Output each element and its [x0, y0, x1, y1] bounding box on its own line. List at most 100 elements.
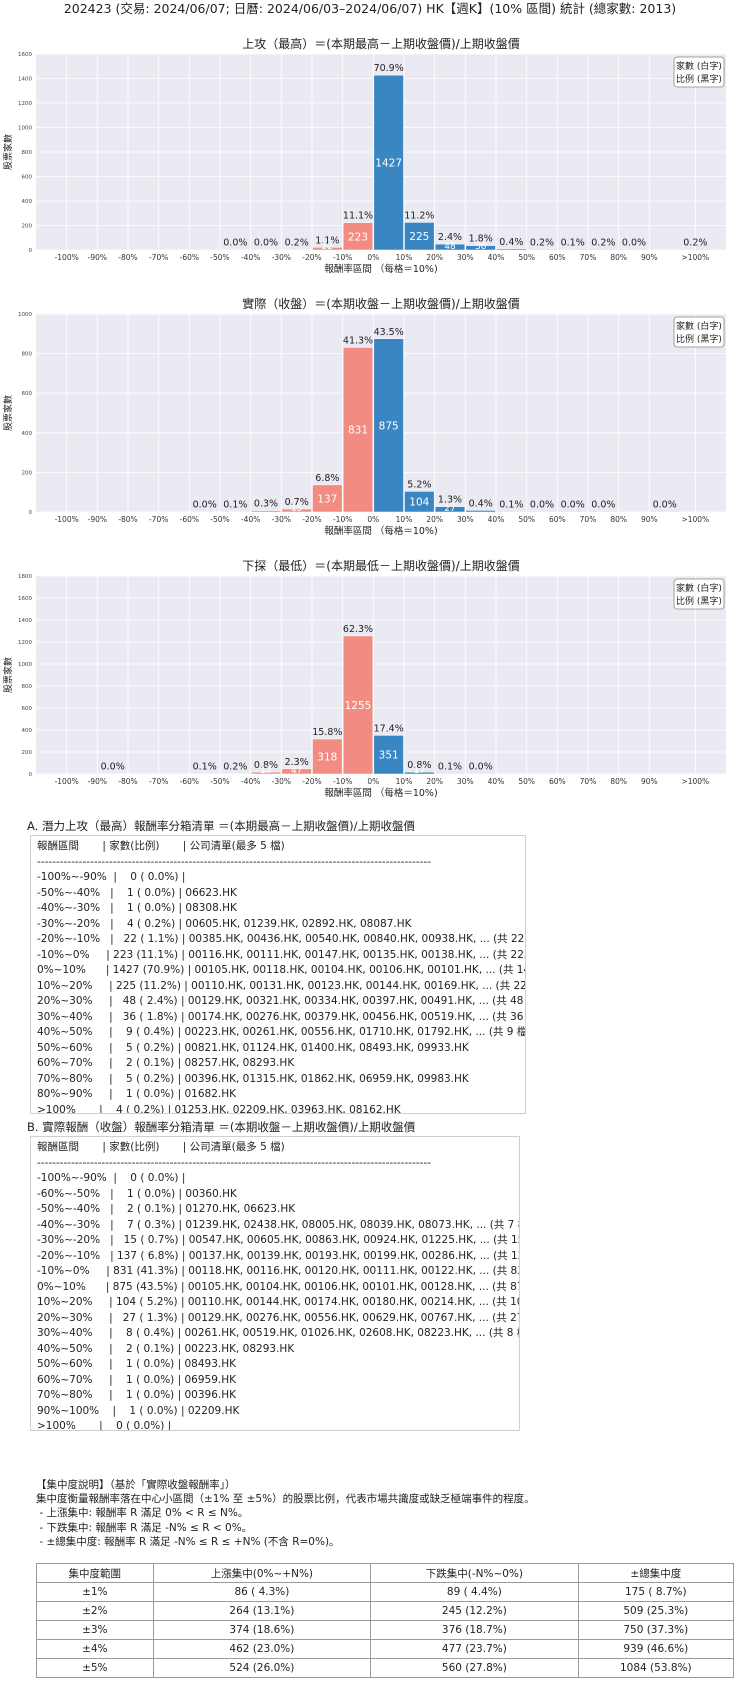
x-tick-label: 0%: [367, 253, 379, 262]
bar-percent-label: 0.0%: [530, 499, 554, 510]
list-item: 40%~50% | 2 ( 0.1%) | 00223.HK, 08293.HK: [37, 1342, 295, 1355]
bar-percent-label: 0.0%: [254, 237, 278, 248]
concentration-line: - ±總集中度: 報酬率 R 滿足 -N% ≤ R ≤ +N% (不含 R=0%…: [36, 1535, 340, 1548]
bar-count-label: 351: [379, 750, 399, 762]
chart-title: 上攻（最高）＝(本期最高－上期收盤價)/上期收盤價: [242, 36, 519, 51]
bar: [312, 247, 343, 251]
bar: [465, 773, 496, 775]
table-header-row: 集中度範圍 上漲集中(0%~+N%) 下跌集中(-N%~0%) ±總集中度: [36, 1563, 735, 1583]
list-item: 80%~90% | 1 ( 0.0%) | 01682.HK: [37, 1088, 237, 1100]
x-tick-label: -100%: [55, 253, 79, 262]
x-tick-label: 60%: [549, 777, 566, 786]
list-item: 50%~60% | 5 ( 0.2%) | 00821.HK, 01124.HK…: [37, 1041, 469, 1054]
bar-percent-label: 0.1%: [193, 761, 217, 772]
x-tick-label: 50%: [518, 515, 535, 524]
y-tick-label: 600: [22, 706, 33, 712]
list-item: 70%~80% | 5 ( 0.2%) | 00396.HK, 01315.HK…: [37, 1072, 469, 1085]
x-tick-label: 70%: [580, 777, 597, 786]
list-header: 報酬區間 | 家數(比例) | 公司清單(最多 5 檔): [37, 1141, 285, 1153]
bar-percent-label: 0.4%: [469, 498, 493, 509]
bar: [649, 511, 680, 513]
x-tick-label: 10%: [396, 515, 413, 524]
list-item: 0%~10% | 1427 (70.9%) | 00105.HK, 00118.…: [37, 964, 526, 976]
list-item: -50%~-40% | 2 ( 0.1%) | 01270.HK, 06623.…: [37, 1203, 296, 1215]
concentration-title: 【集中度說明】（基於「實際收盤報酬率」）: [36, 1479, 236, 1491]
y-tick-label: 400: [22, 728, 33, 734]
y-axis-label: 股票家數: [2, 134, 14, 170]
list-item: -100%~-90% | 0 ( 0.0%) |: [37, 1172, 186, 1184]
list-item: 50%~60% | 1 ( 0.0%) | 08493.HK: [37, 1358, 237, 1370]
bar: [281, 249, 312, 251]
x-tick-label: 40%: [488, 777, 505, 786]
table-row: ±4% 462 (23.0%) 477 (23.7%) 939 (46.6%): [36, 1639, 735, 1659]
bar: [189, 773, 220, 775]
x-tick-label: -10%: [333, 777, 352, 786]
x-tick-label: -100%: [55, 777, 79, 786]
bar-percent-label: 43.5%: [374, 327, 404, 338]
y-tick-label: 1200: [18, 101, 32, 107]
bar-percent-label: 0.1%: [561, 237, 585, 248]
list-item: -60%~-50% | 1 ( 0.0%) | 00360.HK: [37, 1187, 237, 1200]
list-item: 60%~70% | 1 ( 0.0%) | 06959.HK: [37, 1373, 237, 1386]
x-tick-label: -80%: [118, 253, 137, 262]
legend-entry: 家數 (白字): [676, 320, 722, 332]
table-cell: 86 ( 4.3%): [152, 1582, 372, 1602]
x-tick-label: -60%: [180, 253, 199, 262]
list-b-box: 報酬區間 | 家數(比例) | 公司清單(最多 5 檔) ------------…: [30, 1136, 520, 1431]
bar: [373, 74, 404, 251]
x-tick-label: -70%: [149, 253, 168, 262]
x-tick-label: -20%: [302, 515, 321, 524]
bar-percent-label: 0.2%: [530, 237, 554, 248]
bar: [618, 249, 650, 251]
bar: [220, 249, 251, 251]
x-tick-label: -90%: [88, 777, 107, 786]
table-cell: 477 (23.7%): [370, 1639, 579, 1659]
y-tick-label: 1600: [18, 596, 32, 602]
x-tick-label: 70%: [580, 515, 597, 524]
y-tick-label: 600: [22, 391, 33, 397]
table-cell: 376 (18.7%): [370, 1620, 579, 1640]
x-tick-label: 0%: [367, 777, 379, 786]
bar: [434, 243, 466, 251]
list-item: 30%~40% | 8 ( 0.4%) | 00261.HK, 00519.HK…: [37, 1327, 520, 1339]
chart-actual-close: 實際（收盤）＝(本期收盤－上期收盤價)/上期收盤價 0 200 400 600 800 10…: [2, 296, 726, 537]
concentration-explanation: 【集中度說明】（基於「實際收盤報酬率」） 集中度衡量報酬率落在中心小區間（±1%…: [36, 1478, 716, 1549]
bar-percent-label: 0.2%: [591, 237, 615, 248]
bar-percent-label: 0.0%: [469, 761, 493, 772]
x-tick-label: -70%: [149, 515, 168, 524]
x-tick-label: -80%: [118, 515, 137, 524]
list-item: >100% | 0 ( 0.0%) |: [37, 1420, 172, 1431]
x-tick-label: -100%: [55, 515, 79, 524]
bar-count-label: 36: [475, 242, 487, 252]
x-tick-label: 30%: [457, 515, 474, 524]
bar: [465, 510, 496, 513]
concentration-table: 集中度範圍 上漲集中(0%~+N%) 下跌集中(-N%~0%) ±總集中度 ±1…: [36, 1563, 735, 1678]
table-header: 集中度範圍: [36, 1563, 154, 1583]
list-item: -40%~-30% | 7 ( 0.3%) | 01239.HK, 02438.…: [37, 1218, 520, 1231]
x-tick-label: 50%: [518, 253, 535, 262]
list-header: 報酬區間 | 家數(比例) | 公司清單(最多 5 檔): [37, 840, 285, 852]
x-tick-label: -30%: [272, 515, 291, 524]
y-tick-label: 1800: [18, 574, 32, 580]
x-tick-label: -30%: [272, 777, 291, 786]
bar: [342, 222, 374, 251]
bar: [557, 249, 588, 251]
bar: [342, 635, 374, 775]
x-tick-label: 90%: [641, 777, 658, 786]
x-tick-label: 80%: [610, 777, 627, 786]
bar-percent-label: 0.0%: [653, 499, 677, 510]
x-tick-label: 10%: [396, 777, 413, 786]
bar: [404, 491, 435, 513]
legend-entry: 家數 (白字): [676, 60, 722, 72]
table-cell: 524 (26.0%): [152, 1658, 372, 1678]
bar-percent-label: 0.8%: [407, 760, 431, 771]
bar: [220, 511, 251, 513]
y-tick-label: 800: [22, 150, 33, 156]
bar: [250, 771, 282, 775]
bar-percent-label: 0.2%: [683, 237, 707, 248]
list-item: -40%~-30% | 1 ( 0.0%) | 08308.HK: [37, 902, 237, 914]
bar: [434, 506, 466, 513]
x-tick-label: -40%: [241, 515, 260, 524]
x-tick-label: 20%: [426, 777, 443, 786]
list-item: >100% | 4 ( 0.2%) | 01253.HK, 02209.HK, …: [37, 1103, 401, 1114]
